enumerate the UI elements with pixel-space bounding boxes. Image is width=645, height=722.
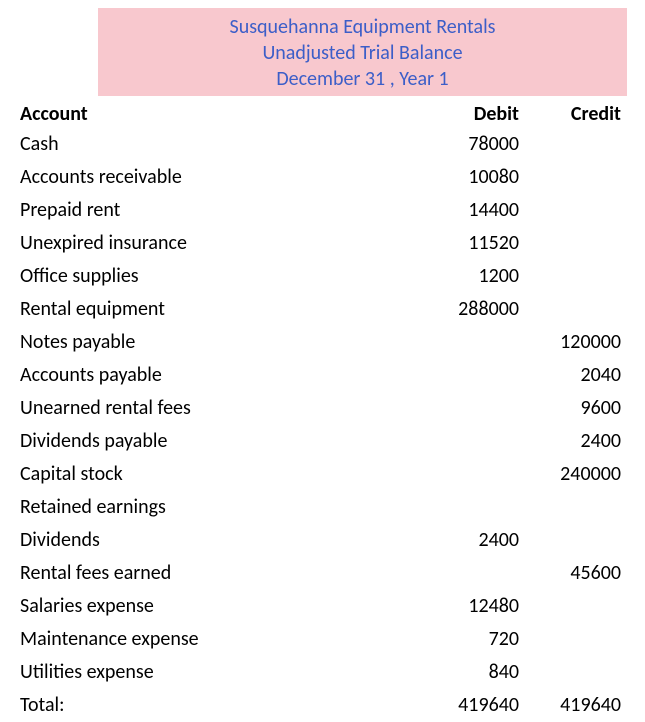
debit-cell: 78000 <box>445 128 535 161</box>
debit-cell: 1200 <box>445 260 535 293</box>
credit-cell <box>535 491 625 524</box>
account-cell: Prepaid rent <box>20 194 445 227</box>
account-cell: Utilities expense <box>20 656 445 689</box>
report-title: Unadjusted Trial Balance <box>98 40 627 66</box>
debit-cell: 288000 <box>445 293 535 326</box>
table-row: Maintenance expense720 <box>20 623 625 656</box>
table-row: Office supplies1200 <box>20 260 625 293</box>
table-body: Cash78000Accounts receivable10080Prepaid… <box>20 128 625 722</box>
table-row: Prepaid rent14400 <box>20 194 625 227</box>
debit-cell: 10080 <box>445 161 535 194</box>
credit-cell: 240000 <box>535 458 625 491</box>
debit-cell <box>445 425 535 458</box>
account-cell: Capital stock <box>20 458 445 491</box>
table-row: Accounts payable 2040 <box>20 359 625 392</box>
total-credit: 419640 <box>535 689 625 722</box>
report-date: December 31 , Year 1 <box>98 66 627 92</box>
credit-cell: 45600 <box>535 557 625 590</box>
debit-cell: 2400 <box>445 524 535 557</box>
credit-cell <box>535 227 625 260</box>
table-row: Notes payable 120000 <box>20 326 625 359</box>
credit-cell: 120000 <box>535 326 625 359</box>
trial-balance-document: Susquehanna Equipment Rentals Unadjusted… <box>0 0 645 722</box>
account-cell: Salaries expense <box>20 590 445 623</box>
debit-cell: 720 <box>445 623 535 656</box>
col-header-debit: Debit <box>445 100 535 128</box>
credit-cell <box>535 524 625 557</box>
account-cell: Cash <box>20 128 445 161</box>
credit-cell: 2400 <box>535 425 625 458</box>
credit-cell <box>535 623 625 656</box>
account-cell: Unexpired insurance <box>20 227 445 260</box>
debit-cell: 12480 <box>445 590 535 623</box>
total-row: Total:419640419640 <box>20 689 625 722</box>
credit-cell <box>535 194 625 227</box>
table-row: Unexpired insurance11520 <box>20 227 625 260</box>
debit-cell <box>445 557 535 590</box>
total-label: Total: <box>20 689 445 722</box>
table-row: Utilities expense840 <box>20 656 625 689</box>
company-name: Susquehanna Equipment Rentals <box>98 14 627 40</box>
account-cell: Maintenance expense <box>20 623 445 656</box>
account-cell: Dividends <box>20 524 445 557</box>
trial-balance-table-wrap: Account Debit Credit Cash78000Accounts r… <box>18 100 627 722</box>
credit-cell: 9600 <box>535 392 625 425</box>
debit-cell <box>445 458 535 491</box>
credit-cell: 2040 <box>535 359 625 392</box>
account-cell: Office supplies <box>20 260 445 293</box>
col-header-account: Account <box>20 100 445 128</box>
account-cell: Accounts payable <box>20 359 445 392</box>
table-row: Rental equipment288000 <box>20 293 625 326</box>
credit-cell <box>535 590 625 623</box>
table-row: Accounts receivable10080 <box>20 161 625 194</box>
total-debit: 419640 <box>445 689 535 722</box>
table-row: Rental fees earned 45600 <box>20 557 625 590</box>
debit-cell <box>445 359 535 392</box>
debit-cell: 840 <box>445 656 535 689</box>
account-cell: Rental fees earned <box>20 557 445 590</box>
account-cell: Retained earnings <box>20 491 445 524</box>
account-cell: Accounts receivable <box>20 161 445 194</box>
table-row: Capital stock 240000 <box>20 458 625 491</box>
credit-cell <box>535 161 625 194</box>
account-cell: Notes payable <box>20 326 445 359</box>
debit-cell: 11520 <box>445 227 535 260</box>
debit-cell <box>445 392 535 425</box>
credit-cell <box>535 293 625 326</box>
credit-cell <box>535 656 625 689</box>
table-row: Salaries expense12480 <box>20 590 625 623</box>
account-cell: Dividends payable <box>20 425 445 458</box>
debit-cell: 14400 <box>445 194 535 227</box>
table-row: Cash78000 <box>20 128 625 161</box>
credit-cell <box>535 260 625 293</box>
col-header-credit: Credit <box>535 100 625 128</box>
debit-cell <box>445 326 535 359</box>
account-cell: Rental equipment <box>20 293 445 326</box>
table-row: Retained earnings <box>20 491 625 524</box>
debit-cell <box>445 491 535 524</box>
account-cell: Unearned rental fees <box>20 392 445 425</box>
table-row: Dividends2400 <box>20 524 625 557</box>
table-row: Dividends payable 2400 <box>20 425 625 458</box>
table-header-row: Account Debit Credit <box>20 100 625 128</box>
table-row: Unearned rental fees 9600 <box>20 392 625 425</box>
trial-balance-table: Account Debit Credit Cash78000Accounts r… <box>20 100 625 722</box>
credit-cell <box>535 128 625 161</box>
report-header: Susquehanna Equipment Rentals Unadjusted… <box>98 8 627 96</box>
